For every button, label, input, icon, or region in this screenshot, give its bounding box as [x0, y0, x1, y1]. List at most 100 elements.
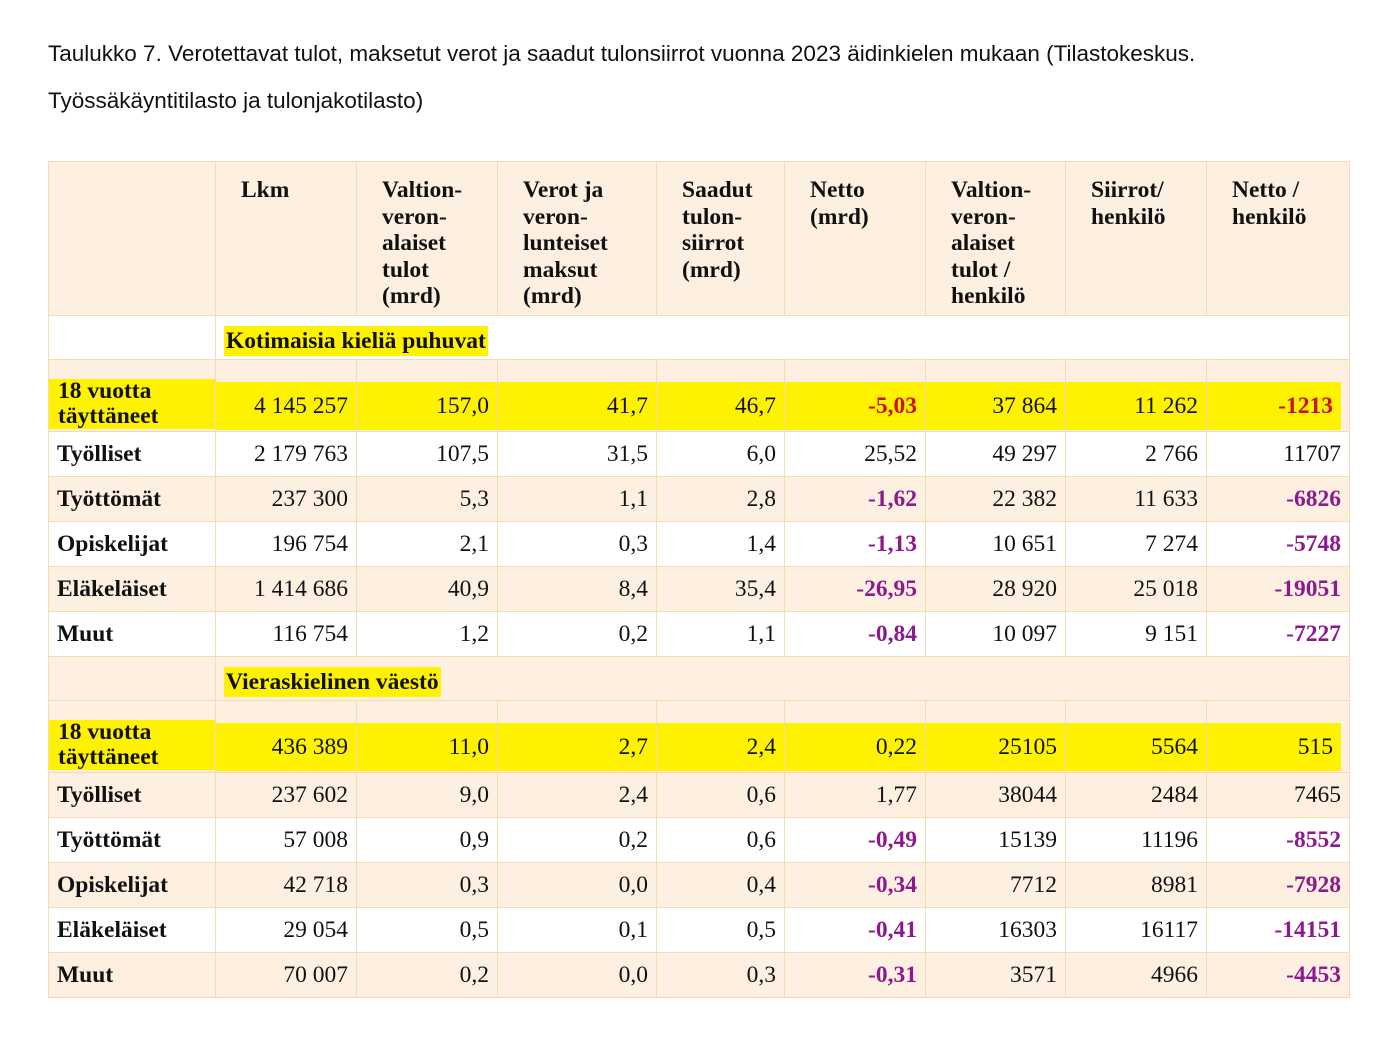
table-cell: 0,6 — [656, 772, 785, 818]
summary-value: 11 262 — [1066, 382, 1206, 430]
table-cell: 7712 — [925, 862, 1066, 908]
table-cell: 15139 — [925, 817, 1066, 863]
row-label: Työttömät — [48, 817, 216, 863]
summary-cell: 0,22 — [784, 700, 926, 773]
table-cell: 25 018 — [1065, 566, 1207, 612]
table-row: Työlliset 237 602 9,0 2,4 0,6 1,77 38044 2484 74… — [48, 772, 1350, 818]
table-cell: 237 602 — [215, 772, 357, 818]
table-cell: 0,6 — [656, 817, 785, 863]
header-transfers-per-person: Siirrot/ henkilö — [1065, 161, 1207, 316]
summary-value: 4 145 257 — [216, 382, 356, 430]
table-cell: 38044 — [925, 772, 1066, 818]
table-cell: 11707 — [1206, 431, 1350, 477]
table-cell: 7465 — [1206, 772, 1350, 818]
table-cell: -1,62 — [784, 476, 926, 522]
table-cell: 9,0 — [356, 772, 498, 818]
summary-value: -1213 — [1207, 382, 1341, 430]
data-table: Lkm Valtion-veron-alaiset tulot (mrd) Ve… — [48, 161, 1350, 998]
summary-cell: 5564 — [1065, 700, 1207, 773]
summary-value: 157,0 — [357, 382, 497, 430]
table-cell: 116 754 — [215, 611, 357, 657]
summary-row-label: 18 vuotta täyttäneet — [49, 720, 215, 770]
table-cell: 0,2 — [497, 611, 657, 657]
table-cell: 31,5 — [497, 431, 657, 477]
table-cell: 0,2 — [497, 817, 657, 863]
summary-value: 436 389 — [216, 723, 356, 771]
row-label: 18 vuotta täyttäneet — [48, 359, 216, 432]
table-cell: 1,77 — [784, 772, 926, 818]
summary-cell: 11 262 — [1065, 359, 1207, 432]
row-label: Työttömät — [48, 476, 216, 522]
table-cell: -1,13 — [784, 521, 926, 567]
table-row: Työlliset 2 179 763 107,5 31,5 6,0 25,52 49 29… — [48, 431, 1350, 477]
table-cell: 237 300 — [215, 476, 357, 522]
table-row: Työttömät 57 008 0,9 0,2 0,6 -0,49 15139 11196-… — [48, 817, 1350, 863]
table-cell: 2484 — [1065, 772, 1207, 818]
table-cell: 0,2 — [356, 952, 498, 998]
summary-value: 37 864 — [926, 382, 1065, 430]
table-cell: 70 007 — [215, 952, 357, 998]
table-cell: 11 633 — [1065, 476, 1207, 522]
table-cell: 10 097 — [925, 611, 1066, 657]
table-cell: 1 414 686 — [215, 566, 357, 612]
header-net: Netto (mrd) — [784, 161, 926, 316]
table-cell: 0,9 — [356, 817, 498, 863]
header-net-per-person: Netto / henkilö — [1206, 161, 1350, 316]
table-row: Eläkeläiset 29 054 0,5 0,1 0,5 -0,41 16303 1611… — [48, 907, 1350, 953]
table-cell: -19051 — [1206, 566, 1350, 612]
empty-cell — [48, 315, 216, 360]
row-label: Työlliset — [48, 431, 216, 477]
section-label-row: Vieraskielinen väestö — [48, 656, 1350, 701]
summary-cell: 436 389 — [215, 700, 357, 773]
row-label: Opiskelijat — [48, 862, 216, 908]
table-row: Muut 70 007 0,2 0,0 0,3 -0,31 3571 4966 -4453 — [48, 952, 1350, 998]
table-cell: 0,3 — [356, 862, 498, 908]
table-caption: Taulukko 7. Verotettavat tulot, maksetut… — [48, 41, 1196, 113]
table-cell: 2 179 763 — [215, 431, 357, 477]
summary-value: 515 — [1207, 723, 1341, 771]
table-cell: -0,31 — [784, 952, 926, 998]
table-cell: -6826 — [1206, 476, 1350, 522]
table-cell: 8,4 — [497, 566, 657, 612]
section-title: Kotimaisia kieliä puhuvat — [224, 326, 488, 356]
table-cell: 1,4 — [656, 521, 785, 567]
header-lkm: Lkm — [215, 161, 357, 316]
table-cell: 0,3 — [497, 521, 657, 567]
table-cell: -7928 — [1206, 862, 1350, 908]
table-cell: 10 651 — [925, 521, 1066, 567]
table-cell: 0,3 — [656, 952, 785, 998]
table-cell: 5,3 — [356, 476, 498, 522]
section-label-cell: Vieraskielinen väestö — [215, 656, 1350, 701]
table-cell: 9 151 — [1065, 611, 1207, 657]
summary-row: 18 vuotta täyttäneet 4 145 257 157,0 41,7 46… — [48, 359, 1350, 432]
summary-value: 11,0 — [357, 723, 497, 771]
table-cell: 25,52 — [784, 431, 926, 477]
table-cell: 196 754 — [215, 521, 357, 567]
row-label: Eläkeläiset — [48, 907, 216, 953]
header-taxable-income: Valtion-veron-alaiset tulot (mrd) — [356, 161, 498, 316]
row-label: Muut — [48, 952, 216, 998]
summary-value: -5,03 — [785, 382, 925, 430]
table-cell: 7 274 — [1065, 521, 1207, 567]
table-cell: 22 382 — [925, 476, 1066, 522]
summary-value: 5564 — [1066, 723, 1206, 771]
section-label-row: Kotimaisia kieliä puhuvat — [48, 315, 1350, 360]
summary-cell: -1213 — [1206, 359, 1350, 432]
table-cell: -26,95 — [784, 566, 926, 612]
row-label: Opiskelijat — [48, 521, 216, 567]
table-row: Opiskelijat 42 718 0,3 0,0 0,4 -0,34 7712 8981-… — [48, 862, 1350, 908]
table-row: Opiskelijat 196 754 2,1 0,3 1,4 -1,13 10 651 7 … — [48, 521, 1350, 567]
header-row: Lkm Valtion-veron-alaiset tulot (mrd) Ve… — [48, 161, 1350, 316]
table-cell: 1,2 — [356, 611, 498, 657]
table-cell: 0,5 — [356, 907, 498, 953]
summary-row: 18 vuotta täyttäneet 436 389 11,0 2,7 2,4 0,2… — [48, 700, 1350, 773]
table-cell: 0,4 — [656, 862, 785, 908]
summary-cell: -5,03 — [784, 359, 926, 432]
table-cell: 2 766 — [1065, 431, 1207, 477]
table-cell: 49 297 — [925, 431, 1066, 477]
table-cell: 0,5 — [656, 907, 785, 953]
summary-value: 0,22 — [785, 723, 925, 771]
table-cell: -0,41 — [784, 907, 926, 953]
summary-cell: 41,7 — [497, 359, 657, 432]
table-cell: 0,0 — [497, 952, 657, 998]
